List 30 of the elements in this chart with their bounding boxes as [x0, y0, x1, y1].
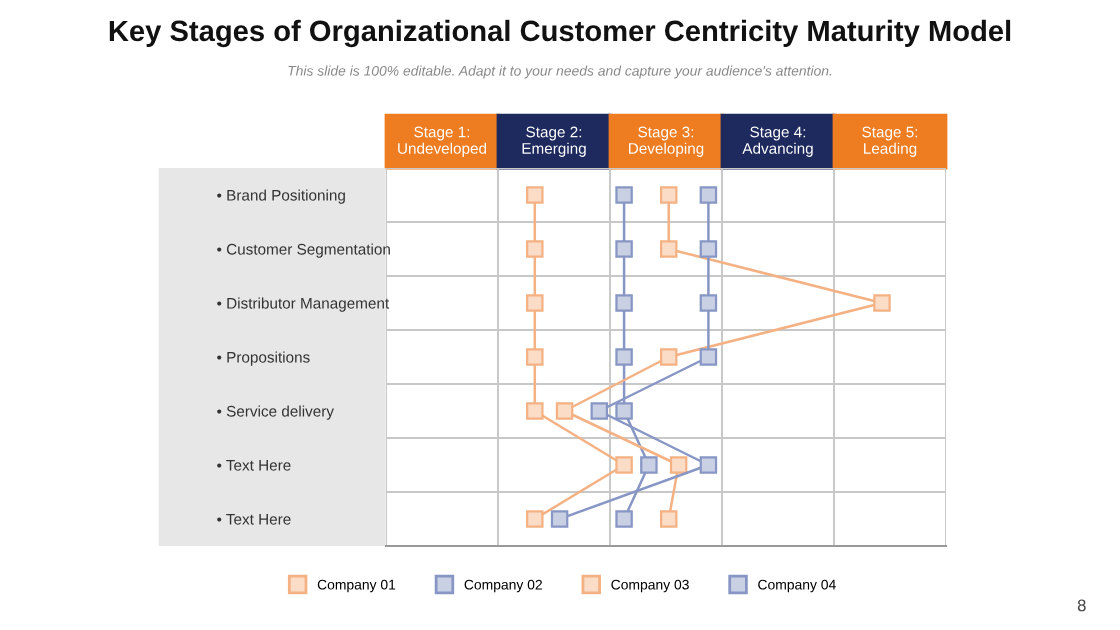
point [659, 348, 678, 366]
chart-title: Key Stages of Organizational Customer Centricity Maturity Model [109, 19, 1011, 48]
point [615, 294, 633, 312]
point [615, 402, 633, 420]
point [659, 186, 678, 204]
point [615, 186, 633, 204]
point [615, 456, 633, 474]
point [526, 294, 544, 312]
point [659, 240, 678, 258]
point [526, 240, 544, 258]
point [615, 510, 633, 528]
point [640, 456, 658, 474]
point [615, 240, 633, 258]
point [526, 510, 544, 528]
point [615, 348, 633, 366]
point [526, 348, 544, 366]
point [659, 510, 678, 528]
point [873, 294, 891, 312]
point [699, 186, 718, 204]
point [590, 402, 609, 420]
point [526, 402, 544, 420]
point [699, 348, 718, 366]
point [699, 294, 718, 312]
point [669, 456, 688, 474]
point [526, 186, 544, 204]
point [550, 510, 569, 528]
point [555, 402, 574, 420]
text: 8 [1077, 599, 1086, 612]
point [699, 240, 718, 258]
point [699, 456, 718, 474]
